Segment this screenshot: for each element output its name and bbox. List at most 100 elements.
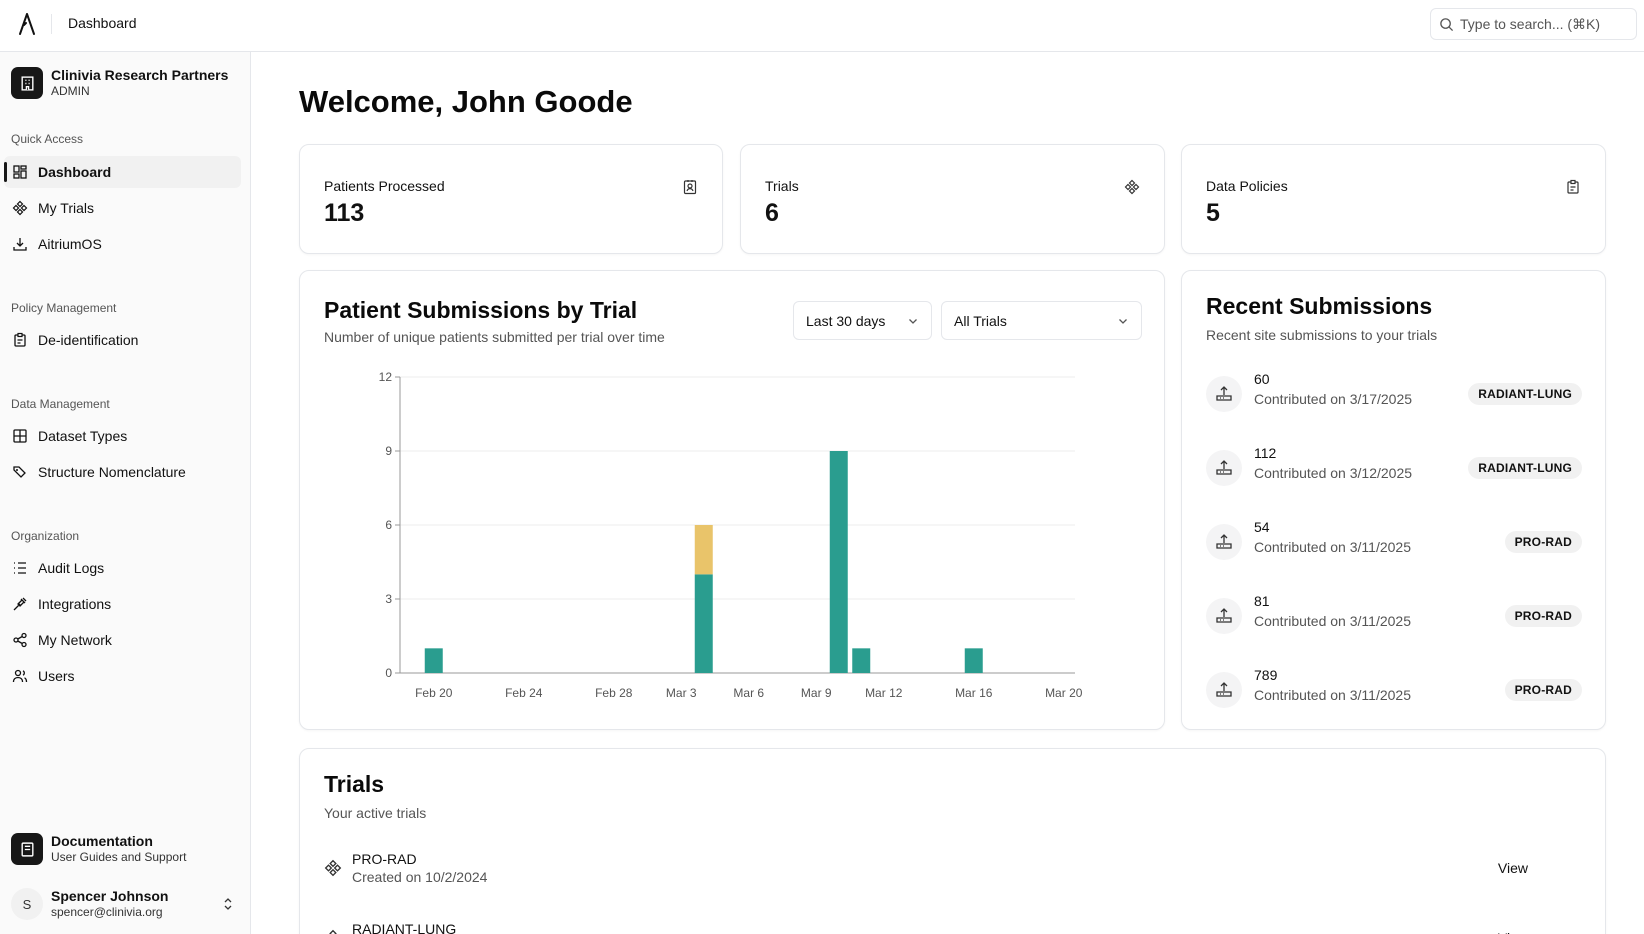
sidebar-item-label: Users	[38, 668, 75, 684]
submission-count: 54	[1254, 519, 1270, 535]
x-tick-label: Mar 20	[1045, 686, 1083, 700]
sidebar-item-structure-nomenclature[interactable]: Structure Nomenclature	[4, 456, 241, 488]
list-item[interactable]: 789 Contributed on 3/11/2025 PRO-RAD	[1206, 667, 1582, 715]
user-menu[interactable]: S Spencer Johnson spencer@clinivia.org	[11, 888, 241, 920]
sidebar-item-label: Structure Nomenclature	[38, 464, 186, 480]
upload-icon	[1206, 450, 1242, 486]
y-tick-label: 12	[379, 370, 393, 384]
trial-date: Created on 10/2/2024	[352, 869, 488, 885]
sidebar-item-my-network[interactable]: My Network	[4, 624, 241, 656]
workflow-icon	[324, 859, 342, 877]
topbar-divider	[51, 14, 52, 34]
date-range-value: Last 30 days	[806, 312, 886, 329]
recent-subtitle: Recent site submissions to your trials	[1206, 327, 1438, 343]
org-switcher[interactable]: Clinivia Research Partners ADMIN	[11, 67, 228, 99]
submission-date: Contributed on 3/12/2025	[1254, 465, 1413, 481]
chevron-down-icon	[909, 319, 917, 324]
chart-subtitle: Number of unique patients submitted per …	[324, 329, 665, 345]
page-title-breadcrumb: Dashboard	[68, 15, 137, 31]
org-role: ADMIN	[51, 84, 90, 98]
documentation-title: Documentation	[51, 833, 153, 849]
upload-icon	[1206, 672, 1242, 708]
workflow-icon	[12, 200, 28, 216]
sidebar-item-label: De-identification	[38, 332, 139, 348]
submission-count: 112	[1254, 445, 1277, 461]
y-tick-label: 3	[385, 592, 392, 606]
sidebar-item-integrations[interactable]: Integrations	[4, 588, 241, 620]
clipboard-icon	[1567, 179, 1579, 194]
trial-name: RADIANT-LUNG	[352, 921, 457, 934]
trial-badge: RADIANT-LUNG	[1468, 457, 1582, 479]
upload-icon	[1206, 524, 1242, 560]
welcome-heading: Welcome, John Goode	[299, 84, 633, 119]
trial-filter-select[interactable]: All Trials	[941, 301, 1142, 340]
sidebar-item-my-trials[interactable]: My Trials	[4, 192, 241, 224]
stat-card-patients: Patients Processed 113	[299, 144, 723, 254]
chart-title: Patient Submissions by Trial	[324, 297, 638, 323]
stat-value: 5	[1206, 199, 1220, 227]
layout-dashboard-icon	[13, 165, 27, 179]
stat-label: Data Policies	[1206, 178, 1288, 194]
sidebar-item-label: My Trials	[38, 200, 94, 216]
view-trial-button[interactable]: View	[1497, 860, 1528, 876]
sidebar-item-dashboard[interactable]: Dashboard	[4, 156, 241, 188]
app-logo-icon[interactable]	[18, 12, 36, 36]
x-tick-label: Mar 9	[801, 686, 832, 700]
user-name: Spencer Johnson	[51, 888, 169, 904]
y-tick-label: 0	[385, 666, 392, 680]
section-label-organization: Organization	[11, 529, 80, 543]
trials-card: Trials Your active trials PRO-RAD Create…	[299, 748, 1606, 934]
sidebar-item-de-identification[interactable]: De-identification	[4, 324, 241, 356]
search-icon	[1440, 17, 1454, 31]
upload-icon	[1206, 598, 1242, 634]
trial-badge: PRO-RAD	[1504, 531, 1582, 553]
sidebar-item-users[interactable]: Users	[4, 660, 241, 692]
x-tick-label: Mar 3	[666, 686, 697, 700]
search-box[interactable]	[1430, 8, 1637, 40]
sidebar-item-audit-logs[interactable]: Audit Logs	[4, 552, 241, 584]
documentation-subtitle: User Guides and Support	[51, 850, 187, 864]
sidebar-item-label: My Network	[38, 632, 112, 648]
y-tick-label: 6	[385, 518, 392, 532]
submission-date: Contributed on 3/17/2025	[1254, 391, 1413, 407]
trials-title: Trials	[324, 771, 385, 797]
x-tick-label: Mar 16	[955, 686, 993, 700]
bar-gold-trial	[694, 525, 713, 575]
search-input[interactable]	[1460, 16, 1630, 32]
section-label-quick-access: Quick Access	[11, 132, 84, 146]
date-range-select[interactable]: Last 30 days	[793, 301, 932, 340]
list-icon	[14, 562, 26, 574]
chart-card: Patient Submissions by Trial Number of u…	[299, 270, 1165, 730]
submission-date: Contributed on 3/11/2025	[1254, 687, 1411, 703]
documentation-link[interactable]: Documentation User Guides and Support	[11, 833, 186, 865]
bar-teal-trial	[829, 451, 848, 673]
trial-badge: PRO-RAD	[1504, 605, 1582, 627]
user-email: spencer@clinivia.org	[51, 905, 163, 919]
trial-name: PRO-RAD	[352, 851, 417, 867]
x-tick-label: Feb 20	[415, 686, 453, 700]
sidebar-item-label: Audit Logs	[38, 560, 105, 576]
bar-teal-trial	[424, 648, 443, 673]
sidebar-item-dataset-types[interactable]: Dataset Types	[4, 420, 241, 452]
view-trial-button[interactable]: View	[1498, 930, 1528, 934]
stat-label: Trials	[765, 178, 799, 194]
table-row: PRO-RAD Created on 10/2/2024 View	[324, 851, 1556, 891]
section-label-data-management: Data Management	[11, 397, 110, 411]
clipboard-icon	[14, 332, 26, 347]
stat-card-data-policies: Data Policies 5	[1181, 144, 1606, 254]
list-item[interactable]: 81 Contributed on 3/11/2025 PRO-RAD	[1206, 593, 1582, 641]
list-item[interactable]: 112 Contributed on 3/12/2025 RADIANT-LUN…	[1206, 445, 1582, 493]
chevrons-up-down-icon	[224, 898, 232, 910]
workflow-icon	[329, 929, 337, 934]
submission-date: Contributed on 3/11/2025	[1254, 539, 1411, 555]
list-item[interactable]: 60 Contributed on 3/17/2025 RADIANT-LUNG	[1206, 371, 1582, 419]
grid-icon	[13, 429, 27, 443]
trial-badge: PRO-RAD	[1504, 679, 1582, 701]
stat-label: Patients Processed	[324, 178, 445, 194]
sidebar-item-label: Integrations	[38, 596, 112, 612]
list-item[interactable]: 54 Contributed on 3/11/2025 PRO-RAD	[1206, 519, 1582, 567]
chevron-down-icon	[1119, 319, 1127, 324]
stat-value: 6	[765, 199, 779, 227]
sidebar-item-aitriumos[interactable]: AitriumOS	[4, 228, 241, 260]
section-label-policy-management: Policy Management	[11, 301, 117, 315]
